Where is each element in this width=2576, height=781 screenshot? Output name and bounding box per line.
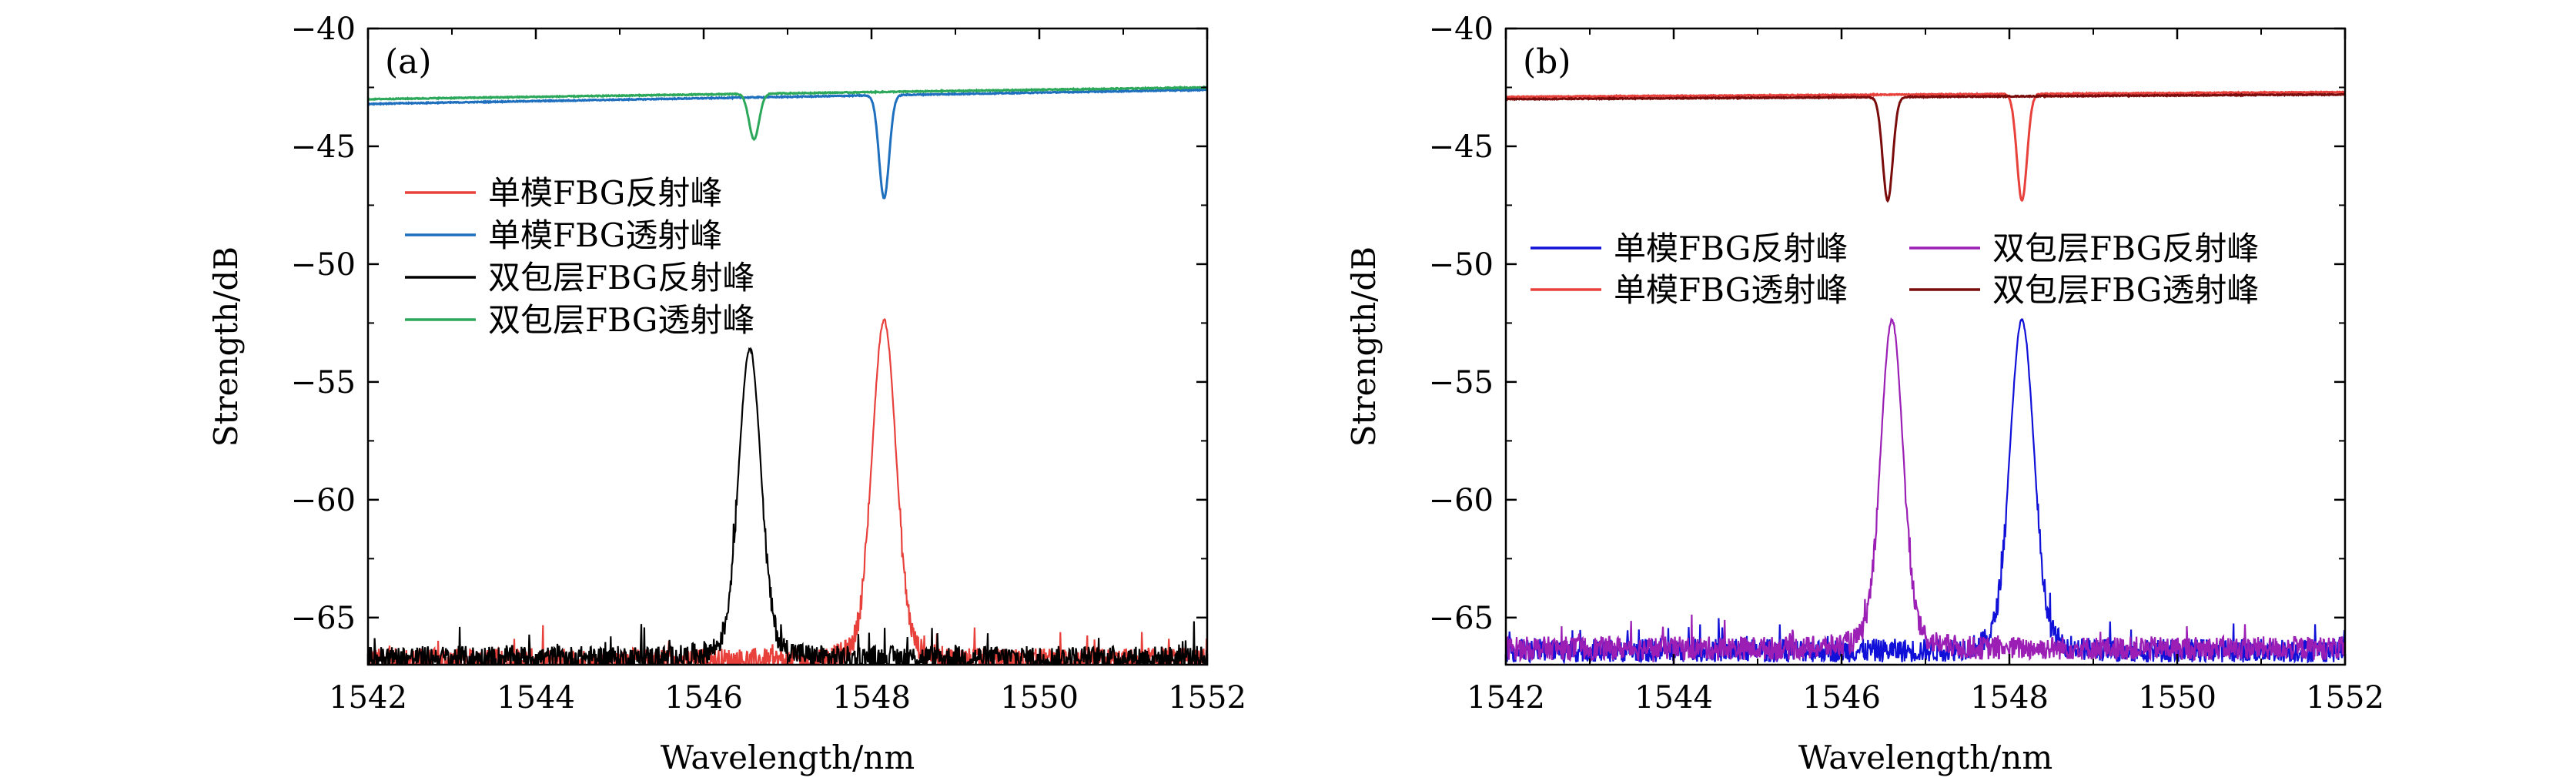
legend-label: 双包层FBG透射峰 [1992,271,2259,309]
x-tick-label: 1550 [2138,680,2216,716]
x-tick-label: 1552 [1168,680,1246,716]
legend-label: 单模FBG反射峰 [488,174,722,212]
series-line-3 [1506,92,2345,203]
legend-label: 单模FBG透射峰 [488,216,722,254]
y-tick-label: −50 [291,247,356,283]
y-tick-label: −60 [1429,483,1494,518]
legend-label: 单模FBG反射峰 [1614,230,1848,267]
x-tick-label: 1544 [1634,680,1713,716]
axes-frame [366,27,1209,666]
x-tick-label: 1546 [664,680,743,716]
series-line-1 [368,87,1207,199]
x-axis-label: Wavelength/nm [1798,739,2052,776]
y-tick-label: −40 [291,12,356,47]
x-tick-label: 1550 [1000,680,1079,716]
y-tick-label: −45 [1429,129,1494,165]
series-line-3 [368,85,1207,142]
series-line-2 [1506,317,2345,665]
legend-label: 单模FBG透射峰 [1614,271,1848,309]
y-tick-label: −45 [291,129,356,165]
x-tick-label: 1552 [2306,680,2384,716]
series-line-1 [1506,90,2345,203]
legend-label: 双包层FBG反射峰 [488,259,754,297]
legend-label: 双包层FBG反射峰 [1992,230,2259,267]
x-tick-label: 1546 [1802,680,1881,716]
x-tick-label: 1548 [1970,680,2049,716]
y-tick-label: −60 [291,483,356,518]
x-tick-label: 1544 [497,680,575,716]
y-tick-label: −55 [291,365,356,401]
panel-b-chart: 1542 1544 1546 1548 1550 1552 −40 −45 −50 −55 −60 −… [1345,12,2384,776]
axes-frame [1504,27,2347,666]
y-tick-label: −55 [1429,365,1494,401]
plot-area [1506,90,2345,665]
x-axis-label: Wavelength/nm [661,739,915,776]
panel-a-chart: 1542 1544 1546 1548 1550 1552 −40 −45 −50 −55 −60 −… [207,12,1246,776]
panel-label: (a) [385,42,432,82]
y-tick-label: −50 [1429,247,1494,283]
y-tick-label: −65 [291,601,356,636]
y-axis-label: Strength/dB [207,246,245,447]
series-line-0 [368,317,1207,665]
y-axis-label: Strength/dB [1345,246,1383,447]
series-line-0 [1506,317,2345,665]
panel-label: (b) [1523,42,1571,82]
x-tick-label: 1542 [1467,680,1545,716]
x-tick-label: 1542 [329,680,407,716]
series-line-2 [368,347,1207,665]
y-tick-label: −40 [1429,12,1494,47]
y-tick-label: −65 [1429,601,1494,636]
plot-area [368,85,1207,665]
x-tick-label: 1548 [832,680,911,716]
legend-label: 双包层FBG透射峰 [488,301,754,339]
